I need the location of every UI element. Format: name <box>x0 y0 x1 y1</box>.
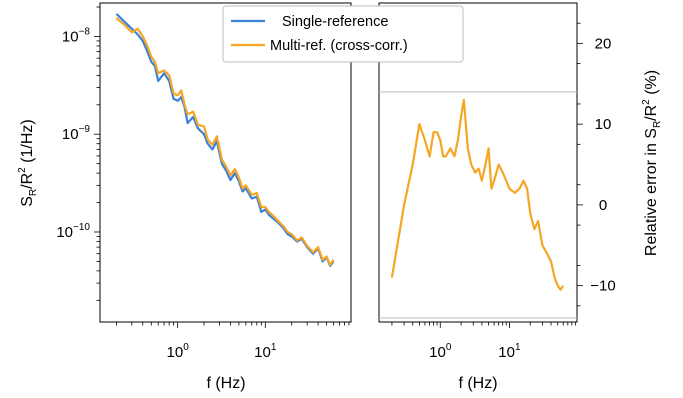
left-x-ticks: 100 101 <box>115 322 350 361</box>
right-reference-lines <box>379 91 577 319</box>
left-y-tick-label: 10−9 <box>62 124 91 143</box>
left-panel: 100 101 10−10 10−9 10−8 f (Hz) SR/R2 (1/Hz) <box>17 2 352 392</box>
left-y-tick-label: 10−10 <box>56 222 90 241</box>
left-x-tick-label: 100 <box>167 342 190 361</box>
left-series-group <box>115 13 335 267</box>
series-multi-ref-line <box>115 17 335 267</box>
legend-box <box>222 5 464 63</box>
right-y-ticks: −10 0 10 20 <box>577 22 616 307</box>
right-panel: 100 101 −10 0 10 20 f (Hz) Relative error in… <box>378 2 663 392</box>
right-x-tick-label: 101 <box>498 342 521 361</box>
right-y-tick-label: 0 <box>599 197 607 214</box>
right-series-group <box>390 98 565 291</box>
right-y-tick-label: −10 <box>590 278 615 295</box>
left-x-axis-label: f (Hz) <box>206 375 245 392</box>
right-y-tick-label: 20 <box>595 35 612 52</box>
legend-label-multi-ref: Multi-ref. (cross-corr.) <box>270 38 408 54</box>
left-y-tick-label: 10−8 <box>62 26 91 45</box>
legend-label-single-reference: Single-reference <box>282 14 388 30</box>
legend: Single-reference Multi-ref. (cross-corr.… <box>222 5 464 63</box>
right-x-ticks: 100 101 <box>391 322 576 361</box>
right-x-tick-label: 100 <box>429 342 452 361</box>
series-relative-error-line <box>390 98 565 291</box>
left-y-ticks: 10−10 10−9 10−8 <box>56 6 100 301</box>
right-y-axis-label: Relative error in SR/R2 (%) <box>641 70 663 256</box>
right-y-tick-label: 10 <box>595 116 612 133</box>
right-plot-frame <box>378 2 578 323</box>
right-x-axis-label: f (Hz) <box>458 375 497 392</box>
left-plot-frame <box>99 2 352 323</box>
left-y-axis-label: SR/R2 (1/Hz) <box>17 119 39 206</box>
left-x-tick-label: 101 <box>254 342 277 361</box>
